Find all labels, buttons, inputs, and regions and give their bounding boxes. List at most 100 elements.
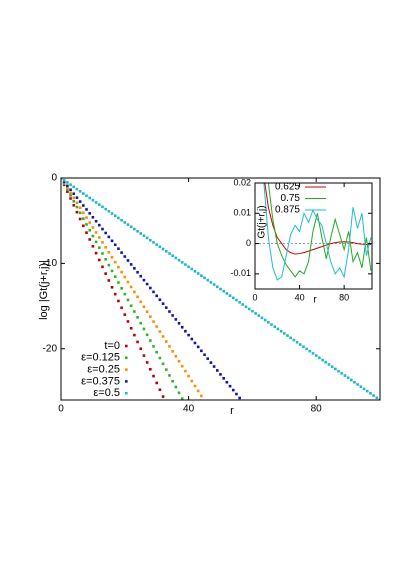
data-point — [216, 369, 219, 372]
data-point — [85, 216, 88, 219]
data-point — [187, 265, 190, 269]
data-point — [155, 243, 158, 246]
data-point — [107, 250, 111, 254]
data-point — [184, 329, 187, 333]
data-point — [158, 330, 162, 333]
data-point — [69, 197, 72, 200]
data-point — [91, 215, 95, 219]
data-point — [263, 318, 267, 322]
data-point — [318, 356, 321, 360]
data-point — [78, 190, 82, 193]
data-point — [66, 181, 69, 184]
data-point — [193, 341, 197, 345]
data-point — [244, 305, 248, 309]
data-point — [251, 309, 254, 313]
data-point — [104, 207, 107, 211]
legend-label: ε=0.125 — [81, 352, 120, 364]
data-point — [200, 274, 203, 277]
data-point — [209, 281, 213, 284]
data-point — [139, 347, 143, 351]
data-point — [149, 339, 152, 342]
data-point — [152, 374, 155, 378]
data-point — [286, 334, 289, 337]
data-point — [129, 285, 133, 289]
data-point — [187, 333, 190, 337]
data-point — [356, 383, 359, 386]
data-point — [247, 307, 251, 311]
data-point — [219, 373, 222, 376]
data-point — [88, 238, 92, 241]
data-point — [69, 194, 72, 197]
legend-label: ε=0.5 — [93, 387, 120, 399]
data-point — [75, 205, 79, 209]
x-tick-label: 80 — [339, 292, 349, 302]
x-axis-label: r — [313, 295, 317, 306]
data-point — [82, 204, 85, 207]
data-point — [78, 200, 82, 203]
data-point — [72, 199, 76, 203]
data-point — [129, 304, 133, 308]
x-axis-label: r — [230, 405, 234, 417]
legend-swatch — [125, 368, 128, 371]
frame — [60, 177, 381, 401]
data-point — [190, 267, 194, 271]
data-point — [193, 269, 197, 273]
data-point — [145, 333, 149, 337]
x-tick-label: 40 — [183, 404, 195, 415]
data-point — [200, 394, 203, 398]
data-point — [206, 278, 210, 282]
data-point — [369, 392, 372, 395]
data-point — [123, 292, 127, 296]
data-point — [365, 389, 369, 393]
x-tick-label: 0 — [58, 404, 64, 415]
y-tick-label: 0.02 — [233, 177, 251, 187]
data-point — [91, 234, 95, 238]
data-point — [155, 381, 158, 385]
data-point — [203, 276, 206, 280]
data-point — [180, 364, 184, 368]
data-line — [267, 183, 372, 278]
legend-label: ε=0.375 — [81, 375, 120, 387]
data-point — [75, 196, 79, 199]
x-tick-label: 0 — [252, 292, 257, 302]
y-tick-label: 0 — [51, 173, 57, 184]
data-point — [279, 329, 283, 333]
data-point — [168, 252, 171, 255]
data-point — [184, 263, 187, 266]
data-point — [152, 241, 155, 244]
y-axis-label: Gt(j+r,j) — [257, 205, 268, 238]
data-point — [305, 347, 308, 351]
data-point — [133, 227, 136, 231]
data-point — [149, 238, 152, 242]
data-point — [295, 340, 299, 344]
data-point — [133, 290, 136, 294]
data-point — [168, 345, 171, 348]
data-point — [321, 358, 324, 362]
data-point — [104, 257, 107, 261]
data-point — [231, 296, 235, 300]
y-axis-label: log |Gt(j+r,j)| — [38, 260, 50, 320]
data-point — [139, 232, 143, 235]
legend-label: 0.625 — [275, 182, 300, 193]
data-point — [292, 338, 296, 342]
y-tick-label: -0.01 — [230, 268, 251, 278]
data-point — [85, 231, 88, 234]
data-point — [75, 187, 79, 191]
data-point — [78, 206, 82, 210]
data-point — [72, 185, 76, 189]
data-point — [257, 314, 261, 317]
data-point — [107, 263, 111, 267]
data-point — [66, 188, 69, 191]
data-point — [113, 260, 117, 264]
data-point — [378, 398, 380, 400]
data-point — [145, 282, 149, 286]
data-point — [123, 275, 127, 279]
data-point — [225, 380, 229, 384]
data-point — [85, 223, 88, 226]
data-point — [273, 325, 277, 329]
data-point — [155, 294, 158, 298]
data-point — [216, 285, 219, 289]
data-point — [187, 374, 190, 378]
data-point — [164, 306, 168, 309]
data-point — [180, 261, 184, 264]
